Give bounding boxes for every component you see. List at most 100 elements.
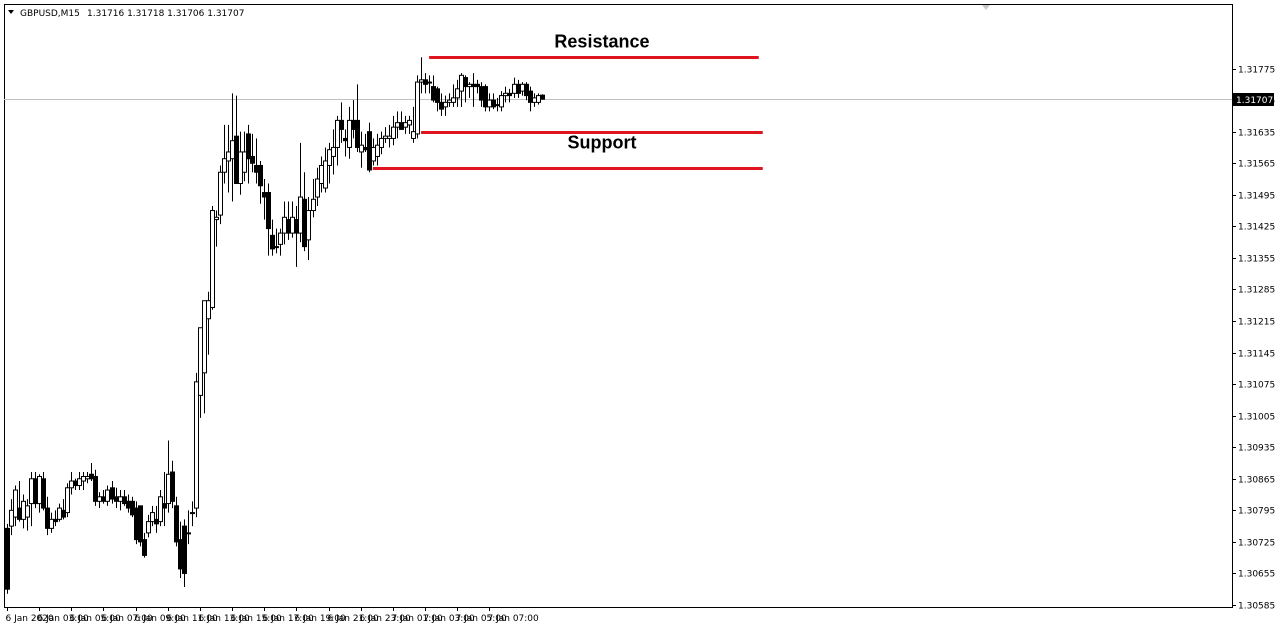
candle-body-bull: [282, 216, 287, 234]
candle-body-bull: [451, 97, 456, 103]
candle: [451, 84, 456, 107]
candle: [306, 197, 311, 261]
candle-body-bear: [423, 79, 428, 85]
candle-body-bear: [471, 83, 476, 88]
y-tick-label: 1.31355: [1238, 255, 1275, 265]
candle: [258, 160, 263, 204]
candle-body-bear: [363, 146, 368, 151]
chart-shift-marker-icon[interactable]: [982, 5, 990, 10]
candle-body-bear: [182, 525, 187, 574]
candle: [491, 93, 496, 110]
candle-body-bull: [274, 246, 279, 249]
candle-body-bear: [258, 164, 263, 187]
candle-body-bear: [367, 131, 372, 171]
candle-body-bear: [234, 135, 239, 185]
candle-body-bear: [270, 234, 275, 250]
candle-body-bear: [138, 505, 143, 543]
candle: [339, 102, 344, 143]
dropdown-triangle-icon[interactable]: [8, 10, 14, 14]
x-tick-label: 6 Jan 11:00: [167, 614, 219, 624]
candle-body-bull: [25, 505, 30, 518]
candle-body-bull: [379, 137, 384, 148]
candle-body-bull: [447, 99, 452, 103]
candle-body-bear: [246, 133, 251, 160]
candle-body-bear: [431, 86, 436, 101]
candle-body-bull: [319, 164, 324, 185]
candle: [323, 147, 328, 193]
candle-body-bear: [294, 219, 299, 234]
y-tick-label: 1.30655: [1238, 570, 1275, 580]
x-tick-label: 7 Jan 03:00: [424, 614, 476, 624]
candle: [174, 496, 179, 547]
candle-body-bear: [351, 119, 356, 130]
candle: [53, 510, 58, 527]
candle-body-bear: [73, 480, 78, 487]
candle-body-bull: [97, 496, 102, 502]
candle-body-bull: [512, 83, 517, 94]
candle-body-bull: [487, 99, 492, 108]
y-tick-label: 1.30865: [1238, 476, 1275, 486]
candle: [391, 115, 396, 146]
x-tick-label: 6 Jan 23:00: [360, 614, 412, 624]
y-tick-label: 1.31425: [1238, 223, 1275, 233]
candle-body-bear: [262, 192, 267, 198]
plot-frame: [4, 4, 1233, 608]
candle-body-bull: [298, 196, 303, 234]
candle-body-bull: [371, 146, 376, 162]
candle-body-bull: [69, 480, 74, 489]
candle-body-bear: [89, 473, 94, 480]
support-label[interactable]: Support: [567, 132, 636, 152]
candle-body-bull: [290, 216, 295, 234]
candle-body-bear: [524, 83, 529, 97]
candle: [142, 532, 147, 558]
x-tick-label: 6 Jan 07:00: [102, 614, 154, 624]
x-tick-label: 6 Jan 19:00: [295, 614, 347, 624]
candle-body-bear: [122, 496, 127, 505]
annotations-group[interactable]: Resistance Support: [372, 31, 763, 170]
candle: [134, 501, 139, 545]
candle-body-bull: [395, 122, 400, 128]
candle: [218, 165, 223, 225]
candle-body-bull: [238, 151, 243, 185]
candle-body-bull: [359, 144, 364, 153]
candle-body-bull: [166, 473, 171, 505]
candle-body-bear: [134, 507, 139, 541]
candle-body-bull: [383, 135, 388, 139]
candle-body-bear: [142, 539, 147, 556]
candle-body-bull: [81, 476, 86, 482]
x-tick-label: 6 Jan 15:00: [231, 614, 283, 624]
candle-body-bull: [206, 300, 211, 320]
candle-body-bull: [77, 478, 82, 487]
x-tick-label: 6 Jan 03:00: [38, 614, 90, 624]
candle-body-bull: [323, 160, 328, 189]
current-price-label-text: 1.31707: [1236, 96, 1273, 106]
candle-body-bull: [65, 487, 70, 514]
candle-body-bull: [278, 232, 283, 245]
candle-body-bear: [45, 507, 50, 529]
candle: [93, 469, 98, 506]
x-tick-label: 6 Jan 09:00: [135, 614, 187, 624]
candle: [335, 115, 340, 166]
candle-body-bear: [463, 77, 468, 88]
candle-body-bear: [126, 500, 131, 509]
candle-body-bear: [439, 101, 444, 110]
candle: [222, 124, 227, 184]
candle: [105, 485, 110, 506]
candle-body-bear: [114, 496, 119, 502]
candle-body-bull: [57, 507, 62, 520]
candle-body-bear: [507, 92, 512, 97]
candle: [499, 91, 504, 112]
candle-body-bull: [29, 478, 34, 505]
x-tick-label: 7 Jan 05:00: [456, 614, 508, 624]
resistance-label[interactable]: Resistance: [554, 31, 649, 51]
candle-body-bull: [222, 158, 227, 173]
candle-body-bear: [339, 119, 344, 130]
candle-body-bull: [214, 216, 219, 221]
candle-body-bull: [210, 210, 215, 308]
candle: [327, 142, 332, 184]
candle-body-bull: [85, 476, 90, 480]
candle: [242, 131, 247, 182]
x-tick-label: 7 Jan 07:00: [488, 614, 540, 624]
